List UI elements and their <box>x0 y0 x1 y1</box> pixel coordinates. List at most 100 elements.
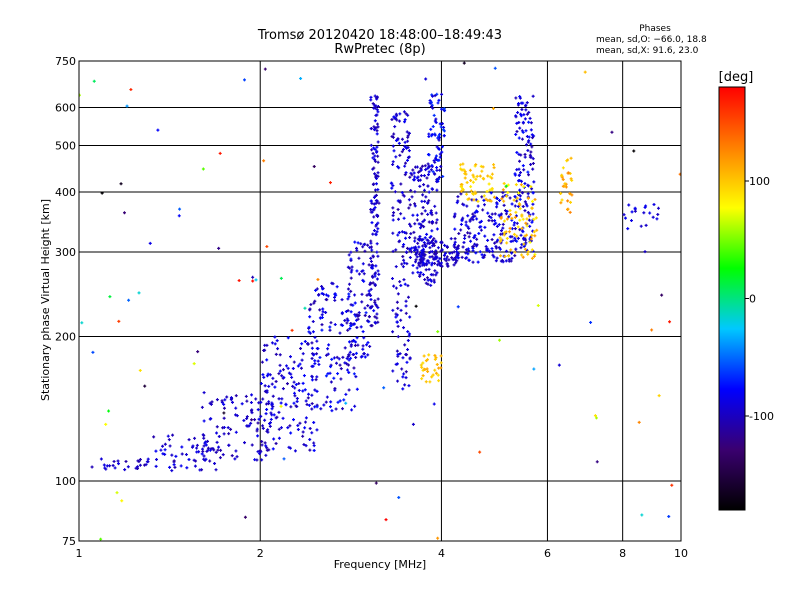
data-point <box>426 212 430 216</box>
data-point <box>288 424 292 428</box>
data-point <box>338 331 342 335</box>
data-point <box>372 103 376 107</box>
data-point <box>524 129 528 133</box>
data-point <box>453 237 457 241</box>
data-point <box>258 448 262 452</box>
data-point <box>650 328 654 332</box>
data-point <box>319 316 323 320</box>
data-point <box>235 414 239 418</box>
data-point <box>434 117 438 121</box>
data-point <box>530 199 534 203</box>
data-point <box>483 234 487 238</box>
data-point <box>456 199 460 203</box>
data-point <box>583 70 587 74</box>
data-point <box>281 387 285 391</box>
data-point <box>476 204 480 208</box>
data-point <box>205 449 209 453</box>
data-point <box>214 450 218 454</box>
data-point <box>495 197 499 201</box>
data-point <box>294 404 298 408</box>
data-point <box>442 134 446 138</box>
data-point <box>313 405 317 409</box>
data-point <box>302 374 306 378</box>
data-point <box>533 253 537 257</box>
data-point <box>119 182 123 186</box>
data-point <box>291 384 295 388</box>
data-point <box>398 112 402 116</box>
data-point <box>423 199 427 203</box>
data-point <box>561 166 565 170</box>
data-point <box>629 219 633 223</box>
data-point <box>450 256 454 260</box>
data-point <box>436 136 440 140</box>
data-point <box>475 217 479 221</box>
data-point <box>80 321 84 325</box>
data-point <box>568 210 572 214</box>
data-point <box>336 400 340 404</box>
data-point <box>418 184 422 188</box>
data-point <box>492 233 496 237</box>
data-point <box>427 134 431 138</box>
data-point <box>345 317 349 321</box>
data-point <box>533 234 537 238</box>
data-point <box>258 452 262 456</box>
data-point <box>440 240 444 244</box>
data-point <box>372 202 376 206</box>
data-point <box>396 292 400 296</box>
data-point <box>222 432 226 436</box>
data-point <box>517 191 521 195</box>
data-point <box>353 322 357 326</box>
data-point <box>376 320 380 324</box>
data-point <box>349 303 353 307</box>
data-point <box>310 346 314 350</box>
data-point <box>426 162 430 166</box>
data-point <box>494 246 498 250</box>
data-point <box>523 155 527 159</box>
data-point <box>394 265 398 269</box>
data-point <box>298 421 302 425</box>
data-point <box>424 77 428 81</box>
data-point <box>519 246 523 250</box>
data-point <box>348 266 352 270</box>
data-point <box>429 234 433 238</box>
data-point <box>328 405 332 409</box>
y-axis-label: Stationary phase Virtual Height [km] <box>39 199 52 401</box>
data-point <box>277 427 281 431</box>
data-point <box>163 442 167 446</box>
data-point <box>346 354 350 358</box>
data-point <box>268 424 272 428</box>
data-point <box>367 263 371 267</box>
data-point <box>313 359 317 363</box>
data-point <box>516 179 520 183</box>
data-point <box>230 400 234 404</box>
data-point <box>339 323 343 327</box>
data-point <box>474 251 478 255</box>
data-point <box>261 424 265 428</box>
data-point <box>438 152 442 156</box>
data-point <box>292 391 296 395</box>
data-point <box>503 254 507 258</box>
data-point <box>400 190 404 194</box>
data-point <box>306 342 310 346</box>
data-point <box>408 255 412 259</box>
data-point <box>495 256 499 260</box>
data-point <box>435 166 439 170</box>
data-point <box>403 383 407 387</box>
data-point <box>312 165 316 169</box>
data-point <box>627 203 631 207</box>
data-point <box>213 462 217 466</box>
data-point <box>394 248 398 252</box>
data-point <box>310 375 314 379</box>
data-point <box>530 220 534 224</box>
data-point <box>428 278 432 282</box>
data-point <box>521 130 525 134</box>
data-point <box>391 184 395 188</box>
data-point <box>265 374 269 378</box>
data-point <box>415 213 419 217</box>
data-point <box>393 190 397 194</box>
data-point <box>279 401 283 405</box>
data-point <box>328 325 332 329</box>
data-point <box>419 174 423 178</box>
data-point <box>457 232 461 236</box>
data-point <box>361 245 365 249</box>
